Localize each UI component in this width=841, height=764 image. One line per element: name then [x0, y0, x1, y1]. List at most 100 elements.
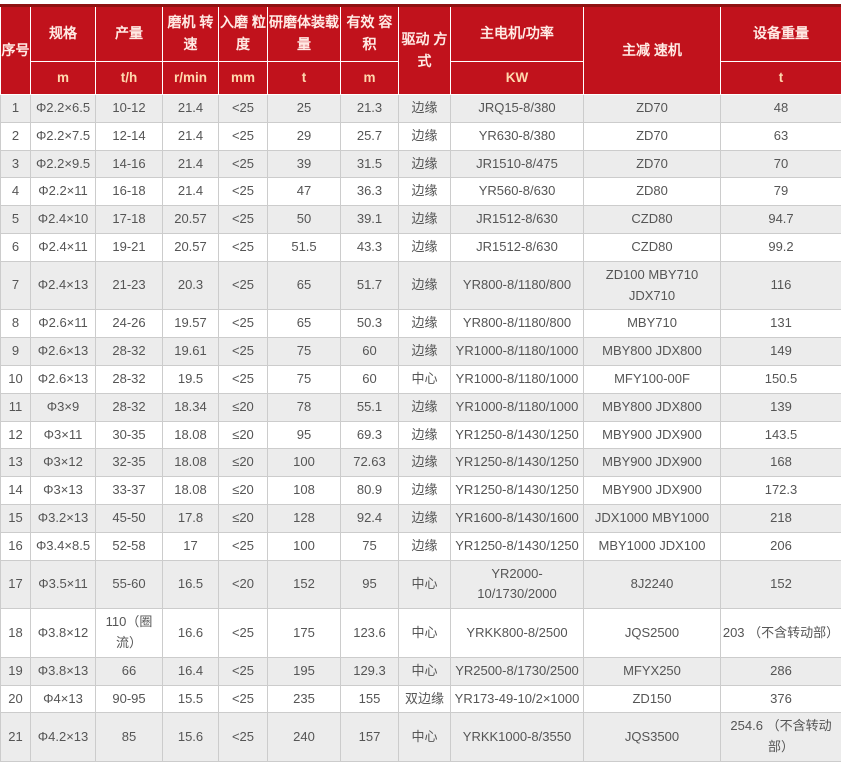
cell-drive-mode: 边缘 [398, 531, 451, 561]
cell-feed-size: ≤20 [218, 503, 268, 533]
table-row: 9 Φ2.6×13 28-32 19.61 <25 75 60 边缘 YR1000-8/1180… [0, 337, 841, 366]
cell-equipment-weight: 63 [720, 121, 841, 151]
table-row: 2 Φ2.2×7.5 12-14 21.4 <25 29 25.7 边缘 YR630-8/380… [0, 121, 841, 151]
cell-mill-speed: 18.08 [162, 476, 219, 505]
cell-main-reducer: ZD100 MBY710 JDX710 [583, 260, 721, 311]
cell-spec: Φ2.2×9.5 [30, 149, 96, 179]
cell-feed-size: <25 [218, 712, 268, 762]
cell-drive-mode: 边缘 [398, 232, 451, 262]
cell-effective-volume: 60 [340, 337, 399, 366]
cell-output: 16-18 [95, 177, 163, 207]
cell-media-load: 75 [267, 364, 341, 394]
column-header-output: 产量 [95, 5, 163, 62]
cell-equipment-weight: 70 [720, 149, 841, 179]
cell-mill-speed: 19.5 [162, 364, 219, 394]
cell-drive-mode: 边缘 [398, 260, 451, 311]
table-row: 3 Φ2.2×9.5 14-16 21.4 <25 39 31.5 边缘 JR1510-8/47… [0, 149, 841, 179]
cell-main-reducer: MBY900 JDX900 [583, 448, 721, 478]
cell-index: 8 [0, 309, 31, 339]
cell-drive-mode: 边缘 [398, 94, 451, 123]
cell-spec: Φ3.5×11 [30, 559, 96, 610]
cell-spec: Φ3×12 [30, 448, 96, 478]
cell-index: 19 [0, 656, 31, 686]
cell-spec: Φ3×11 [30, 420, 96, 450]
cell-media-load: 50 [267, 205, 341, 234]
cell-mill-speed: 15.5 [162, 684, 219, 714]
cell-equipment-weight: 94.7 [720, 205, 841, 234]
cell-output: 28-32 [95, 364, 163, 394]
cell-output: 21-23 [95, 260, 163, 311]
cell-media-load: 25 [267, 94, 341, 123]
cell-output: 52-58 [95, 531, 163, 561]
cell-equipment-weight: 99.2 [720, 232, 841, 262]
cell-output: 55-60 [95, 559, 163, 610]
cell-index: 7 [0, 260, 31, 311]
cell-spec: Φ2.2×7.5 [30, 121, 96, 151]
column-header-media-load: 研磨体装载量 [267, 5, 341, 62]
cell-feed-size: <20 [218, 559, 268, 610]
cell-drive-mode: 边缘 [398, 309, 451, 339]
cell-mill-speed: 18.08 [162, 420, 219, 450]
unit-main-motor-power: KW [450, 61, 584, 95]
cell-media-load: 75 [267, 337, 341, 366]
cell-index: 12 [0, 420, 31, 450]
cell-equipment-weight: 131 [720, 309, 841, 339]
cell-drive-mode: 边缘 [398, 503, 451, 533]
cell-spec: Φ2.6×13 [30, 337, 96, 366]
table-row: 19 Φ3.8×13 66 16.4 <25 195 129.3 中心 YR2500-8/173… [0, 656, 841, 686]
cell-main-motor-power: JR1510-8/475 [450, 149, 584, 179]
cell-spec: Φ2.6×11 [30, 309, 96, 339]
cell-drive-mode: 边缘 [398, 420, 451, 450]
cell-equipment-weight: 152 [720, 559, 841, 610]
cell-feed-size: <25 [218, 337, 268, 366]
cell-feed-size: <25 [218, 149, 268, 179]
cell-index: 11 [0, 392, 31, 422]
cell-mill-speed: 20.57 [162, 205, 219, 234]
table-row: 8 Φ2.6×11 24-26 19.57 <25 65 50.3 边缘 YR800-8/118… [0, 309, 841, 339]
cell-equipment-weight: 376 [720, 684, 841, 714]
column-header-main-reducer: 主减 速机 [583, 5, 721, 95]
cell-output: 33-37 [95, 476, 163, 505]
cell-media-load: 100 [267, 531, 341, 561]
cell-main-motor-power: YRKK1000-8/3550 [450, 712, 584, 762]
cell-media-load: 95 [267, 420, 341, 450]
cell-drive-mode: 边缘 [398, 392, 451, 422]
column-header-index: 序号 [0, 5, 31, 95]
cell-main-motor-power: YR800-8/1180/800 [450, 309, 584, 339]
cell-output: 10-12 [95, 94, 163, 123]
cell-effective-volume: 21.3 [340, 94, 399, 123]
cell-drive-mode: 边缘 [398, 448, 451, 478]
cell-mill-speed: 21.4 [162, 177, 219, 207]
cell-mill-speed: 15.6 [162, 712, 219, 762]
cell-mill-speed: 16.4 [162, 656, 219, 686]
unit-mill-speed: r/min [162, 61, 219, 95]
cell-output: 66 [95, 656, 163, 686]
cell-effective-volume: 69.3 [340, 420, 399, 450]
cell-drive-mode: 边缘 [398, 337, 451, 366]
cell-equipment-weight: 218 [720, 503, 841, 533]
cell-main-motor-power: YR1250-8/1430/1250 [450, 531, 584, 561]
cell-effective-volume: 80.9 [340, 476, 399, 505]
cell-main-reducer: JQS2500 [583, 608, 721, 658]
cell-output: 14-16 [95, 149, 163, 179]
cell-media-load: 195 [267, 656, 341, 686]
cell-spec: Φ3×9 [30, 392, 96, 422]
cell-main-reducer: MBY900 JDX900 [583, 476, 721, 505]
cell-index: 15 [0, 503, 31, 533]
cell-main-reducer: MFYX250 [583, 656, 721, 686]
cell-effective-volume: 92.4 [340, 503, 399, 533]
cell-spec: Φ4×13 [30, 684, 96, 714]
cell-effective-volume: 43.3 [340, 232, 399, 262]
cell-main-reducer: ZD70 [583, 121, 721, 151]
cell-feed-size: <25 [218, 309, 268, 339]
header-unit-row: m t/h r/min mm t m KW t [1, 61, 841, 95]
cell-main-reducer: CZD80 [583, 232, 721, 262]
cell-equipment-weight: 168 [720, 448, 841, 478]
table-row: 17 Φ3.5×11 55-60 16.5 <20 152 95 中心 YR2000-10/17… [0, 559, 841, 610]
column-header-main-motor-power: 主电机/功率 [450, 5, 584, 62]
cell-main-motor-power: YR173-49-10/2×1000 [450, 684, 584, 714]
cell-effective-volume: 39.1 [340, 205, 399, 234]
cell-equipment-weight: 116 [720, 260, 841, 311]
cell-main-motor-power: YRKK800-8/2500 [450, 608, 584, 658]
cell-index: 16 [0, 531, 31, 561]
